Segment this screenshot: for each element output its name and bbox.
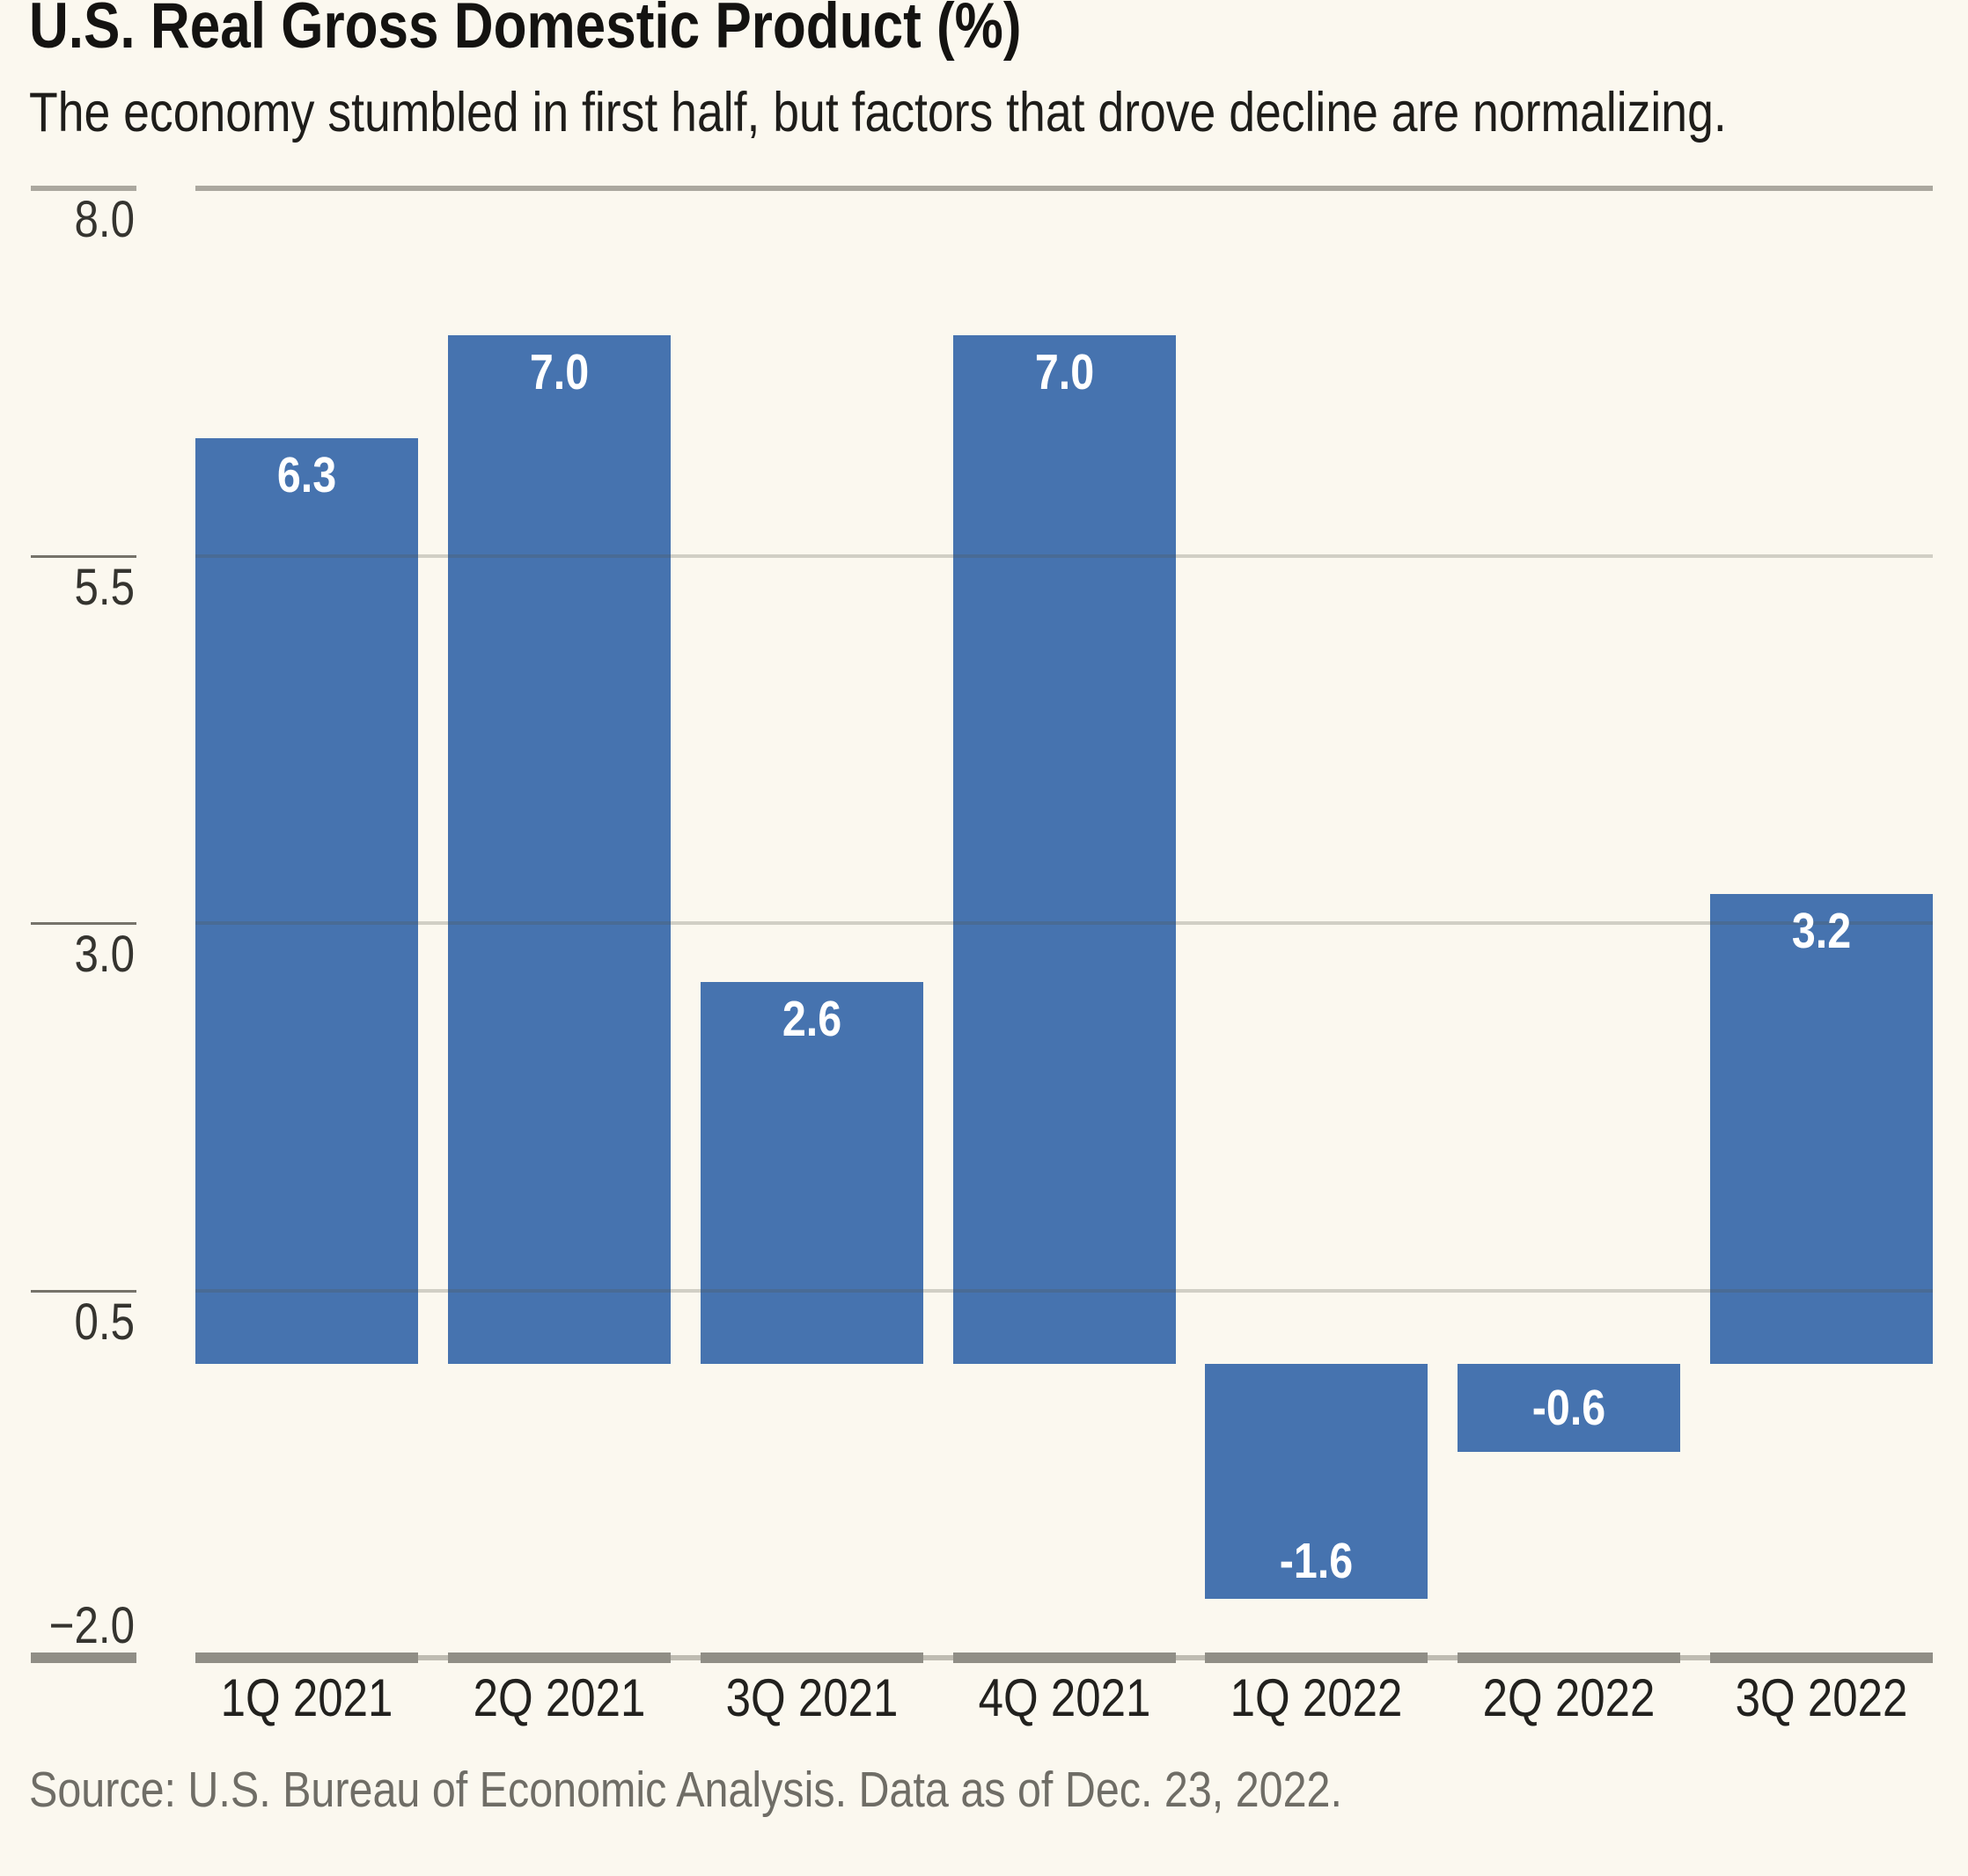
x-tick-label: 3Q 2022	[1735, 1668, 1908, 1727]
y-gridline	[195, 553, 1933, 558]
y-gridline	[195, 186, 1933, 191]
bar-value-label: -1.6	[1280, 1533, 1354, 1590]
y-gridline	[195, 1288, 1933, 1293]
bar-value-label: 3.2	[1791, 902, 1852, 959]
bar	[195, 437, 418, 1364]
x-tick-label: 1Q 2022	[1230, 1668, 1403, 1727]
y-tick-label: 8.0	[74, 191, 135, 248]
x-tick-label: 4Q 2021	[978, 1668, 1150, 1727]
bar	[1458, 1364, 1681, 1453]
source-note: Source: U.S. Bureau of Economic Analysis…	[29, 1762, 1342, 1818]
x-axis-segment	[195, 1652, 418, 1663]
chart-subtitle: The economy stumbled in first half, but …	[29, 82, 1727, 143]
y-tick-label: 3.0	[74, 926, 135, 983]
x-tick-label: 2Q 2021	[473, 1668, 646, 1727]
x-axis-segment	[1205, 1652, 1428, 1663]
bar-value-label: 2.6	[782, 990, 841, 1047]
x-axis-segment	[1710, 1652, 1933, 1663]
x-axis-segment	[700, 1652, 923, 1663]
y-tick-label: 5.5	[74, 558, 135, 616]
bar	[1710, 893, 1933, 1364]
bar-value-label: 7.0	[529, 344, 590, 400]
x-tick-label: 1Q 2021	[220, 1668, 393, 1727]
y-tick-mark	[31, 186, 136, 191]
x-tick-label: 3Q 2021	[725, 1668, 898, 1727]
y-gridline	[195, 921, 1933, 925]
y-tick-label: −2.0	[48, 1597, 135, 1654]
bar-value-label: 7.0	[1034, 344, 1094, 400]
x-axis-segment	[1458, 1652, 1681, 1663]
x-tick-label: 2Q 2022	[1482, 1668, 1656, 1727]
y-tick-mark	[31, 554, 136, 558]
bar	[700, 981, 923, 1364]
bar	[447, 335, 671, 1364]
y-tick-mark	[31, 1289, 136, 1293]
x-axis-segment	[447, 1652, 671, 1663]
chart-title: U.S. Real Gross Domestic Product (%)	[29, 0, 1022, 62]
y-tick-label: 0.5	[74, 1293, 135, 1351]
bar-value-label: 6.3	[276, 446, 337, 503]
bar	[952, 335, 1176, 1364]
x-axis-segment	[952, 1652, 1176, 1663]
y-tick-mark	[31, 922, 136, 925]
bar-value-label: -0.6	[1531, 1379, 1606, 1436]
bar	[1205, 1364, 1428, 1600]
y-tick-mark	[31, 1652, 136, 1663]
